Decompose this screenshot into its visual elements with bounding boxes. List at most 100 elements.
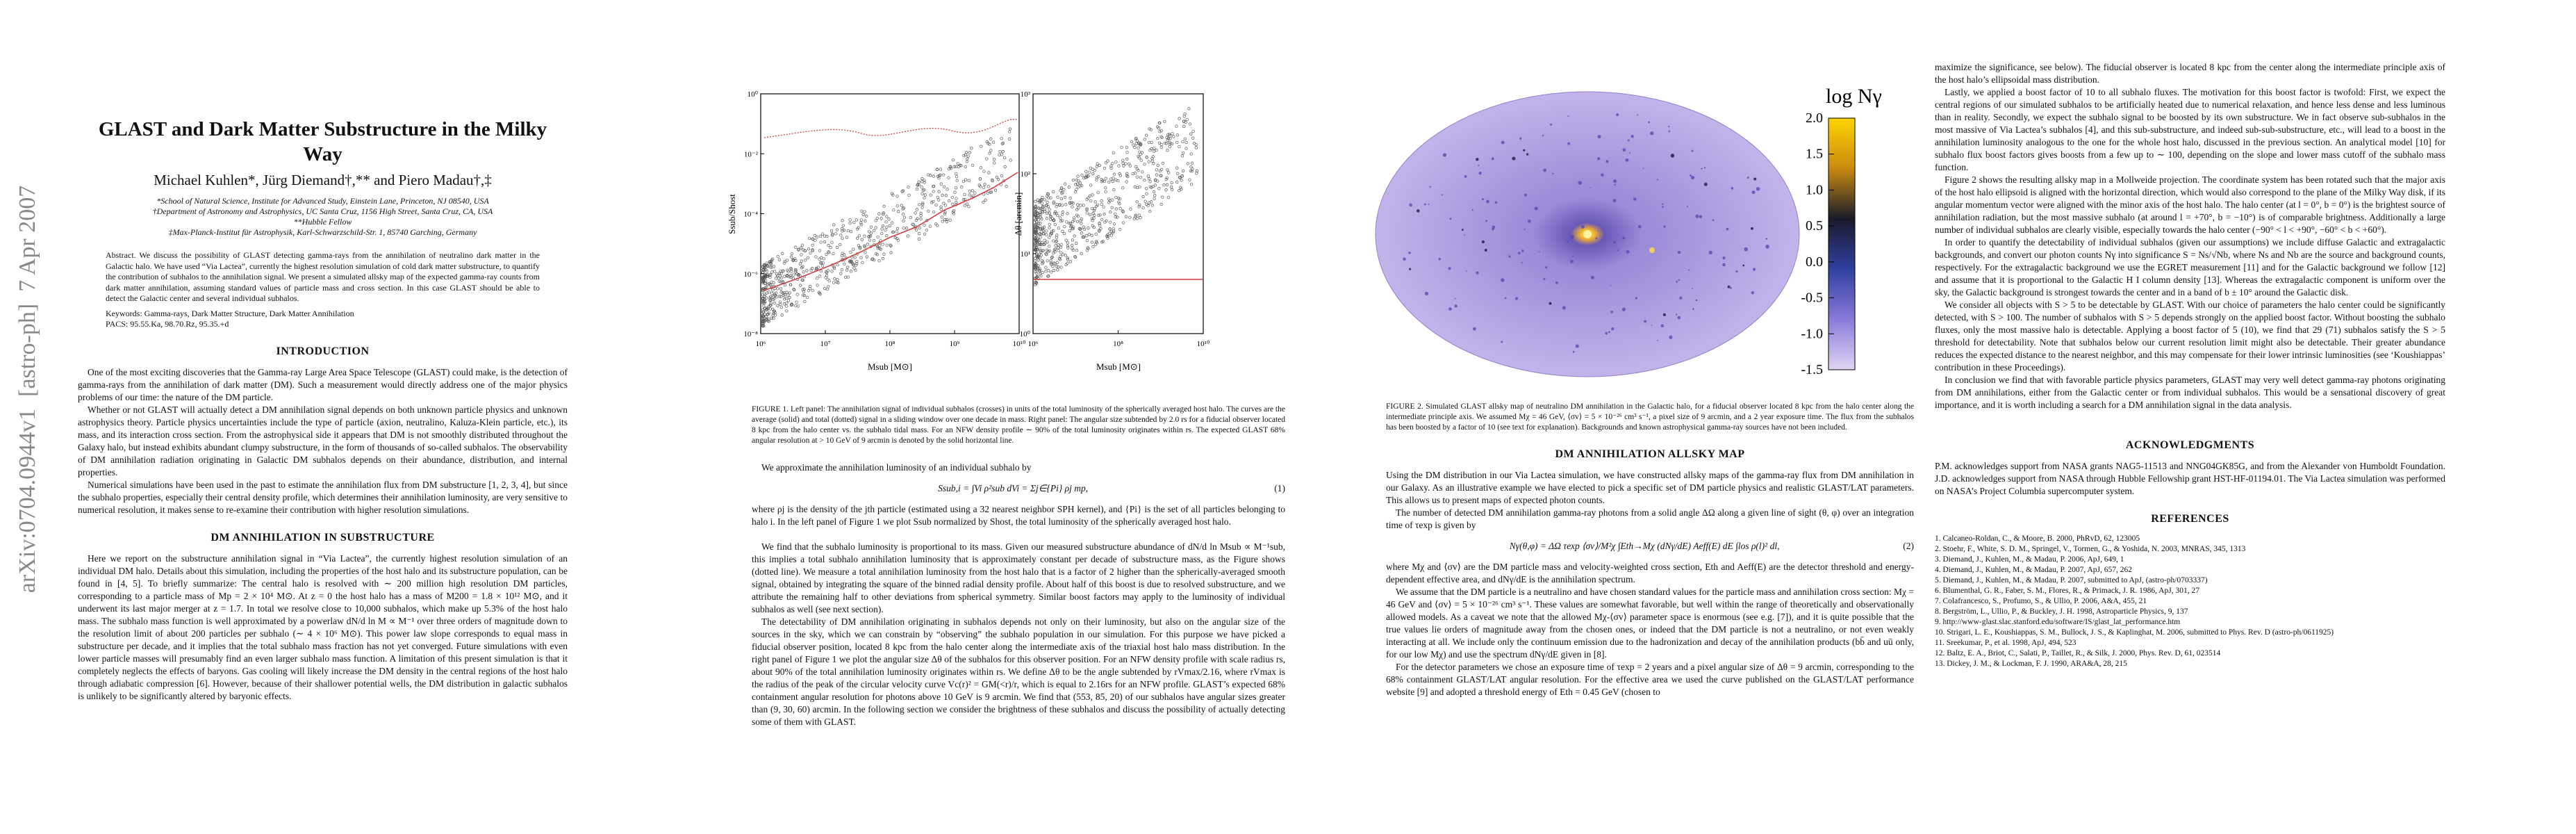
sky-spot (1486, 199, 1489, 204)
scatter-point (762, 304, 766, 308)
sky-spot (1687, 206, 1689, 208)
page-3: FIGURE 2. Simulated GLAST allsky map of … (1386, 402, 1914, 698)
scatter-point (952, 165, 956, 168)
scatter-point (849, 250, 852, 254)
scatter-point (1047, 245, 1051, 248)
scatter-point (1045, 204, 1049, 207)
scatter-point (968, 193, 971, 197)
scatter-point (1105, 219, 1108, 222)
scatter-point (829, 246, 832, 250)
scatter-point (800, 243, 804, 247)
scatter-point (785, 259, 789, 262)
x-tick-label: 10¹⁰ (1197, 340, 1210, 348)
scatter-point (1033, 213, 1037, 216)
paragraph: Figure 2 shows the resulting allsky map … (1935, 174, 2445, 235)
colorbar-tick-label: -1.0 (1801, 326, 1823, 341)
scatter-point (761, 322, 765, 326)
scatter-point (1059, 245, 1063, 249)
reference: 9. http://www-glast.slac.stanford.edu/so… (1935, 618, 2181, 626)
scatter-point (1178, 117, 1181, 120)
scatter-point (1139, 158, 1143, 162)
scatter-point (1137, 205, 1141, 208)
scatter-point (841, 219, 844, 222)
scatter-point (1034, 256, 1037, 260)
scatter-point (1149, 128, 1153, 131)
sky-spot (1675, 313, 1678, 316)
paragraph: The number of detected DM annihilation g… (1386, 507, 1914, 530)
scatter-point (1045, 248, 1049, 252)
scatter-point (885, 243, 889, 247)
sky-spot (1492, 225, 1496, 229)
scatter-point (1039, 243, 1043, 246)
scatter-point (814, 238, 817, 242)
scatter-point (1034, 229, 1038, 233)
x-tick-label: 10⁹ (950, 340, 960, 348)
scatter-point (1161, 161, 1165, 165)
scatter-point (1044, 270, 1048, 273)
sky-spot (1627, 139, 1630, 142)
scatter-point (1062, 231, 1066, 236)
scatter-point (1039, 221, 1042, 225)
scatter-point (768, 265, 772, 269)
scatter-point (852, 247, 855, 251)
sky-spot (1442, 153, 1447, 157)
scatter-point (919, 213, 923, 218)
scatter-point (798, 262, 802, 265)
scatter-point (1033, 265, 1037, 269)
scatter-point (1075, 208, 1079, 211)
scatter-point (873, 258, 876, 262)
paragraph: where ρj is the density of the jth parti… (752, 504, 1285, 527)
equation-body: Ssub,i = ∫Vi ρ²sub dVi = Σj∈{Pi} ρj mp, (938, 483, 1089, 493)
scatter-point (973, 191, 977, 195)
scatter-point (831, 232, 834, 236)
scatter-point (1049, 263, 1053, 266)
scatter-point (1135, 217, 1139, 220)
sky-spot (1669, 335, 1673, 339)
scatter-point (1085, 174, 1089, 179)
x-tick-label: 10⁸ (885, 340, 895, 348)
title: GLAST and Dark Matter Substructure in th… (98, 118, 547, 165)
scatter-point (1048, 236, 1051, 239)
scatter-point (772, 295, 775, 298)
scatter-point (1100, 202, 1103, 206)
scatter-point (1092, 208, 1096, 213)
scatter-point (816, 284, 819, 287)
scatter-point (881, 257, 885, 261)
scatter-point (807, 247, 811, 251)
scatter-point (970, 147, 973, 150)
scatter-point (795, 293, 799, 296)
scatter-point (795, 300, 798, 304)
scatter-point (1043, 225, 1046, 229)
scatter-point (964, 151, 968, 154)
scatter-point (1035, 275, 1039, 278)
scatter-point (1034, 248, 1038, 252)
scatter-point (1085, 238, 1089, 243)
sky-spot (1501, 278, 1505, 282)
scatter-point (1003, 156, 1007, 160)
sky-spot (1765, 245, 1769, 249)
scatter-point (1190, 161, 1194, 165)
scatter-point (1066, 256, 1069, 260)
paragraph: Using the DM distribution in our Via Lac… (1386, 470, 1914, 505)
sky-spot (1572, 350, 1575, 353)
scatter-point (935, 167, 939, 171)
scatter-point (906, 234, 910, 238)
scatter-point (1152, 190, 1156, 194)
section-heading: INTRODUCTION (276, 345, 370, 357)
scatter-point (1090, 206, 1094, 211)
scatter-point (1121, 210, 1125, 213)
scatter-point (917, 180, 920, 184)
right-scatter (1033, 107, 1199, 286)
scatter-point (982, 170, 986, 173)
scatter-point (989, 149, 993, 152)
scatter-point (763, 275, 767, 279)
scatter-point (1167, 133, 1171, 136)
scatter-point (893, 236, 897, 240)
scatter-point (920, 206, 924, 209)
scatter-point (902, 227, 905, 230)
scatter-point (1098, 229, 1101, 233)
scatter-point (1076, 174, 1080, 178)
y-tick-label: 10⁻⁴ (743, 211, 758, 219)
scatter-point (1073, 255, 1077, 259)
scatter-point (1061, 210, 1065, 214)
